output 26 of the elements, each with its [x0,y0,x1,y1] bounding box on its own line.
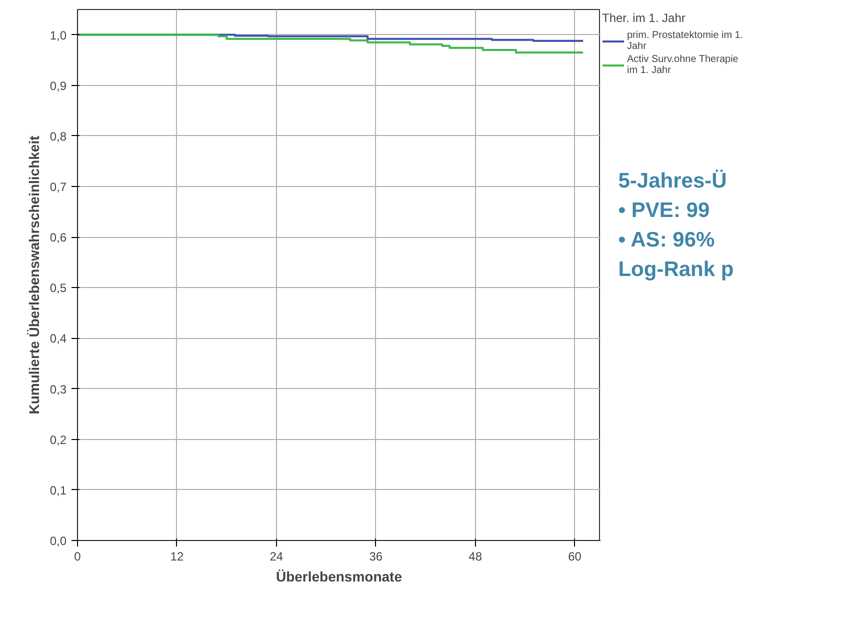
y-tick-label: 0,4 [50,332,67,346]
x-tick-label: 12 [170,550,184,564]
text: • PVE: 99 [618,198,710,222]
y-tick-label: 0,6 [50,230,67,245]
x-tick-label: 60 [568,550,582,564]
x-tick-label: 36 [369,550,383,564]
text: 5-Jahres-Ü [618,170,727,193]
legend-label: prim. Prostatektomie im 1. Jahr [627,30,744,52]
y-tick-label: 1,0 [50,28,67,42]
y-tick-label: 0,1 [50,483,67,498]
y-tick-label: 0,3 [50,382,67,396]
text: Log-Rank p [618,258,734,281]
y-tick-label: 0,7 [50,180,67,194]
y-axis-title: Kumulierte Überlebenswahrscheinlichkeit [26,135,42,414]
x-tick-label: 0 [74,550,82,564]
x-tick-label: 24 [270,550,284,564]
x-axis-title: Überlebensmonate [276,568,402,584]
x-tick-label: 48 [468,550,482,564]
y-tick-label: 0,5 [50,281,67,296]
y-tick-label: 0,2 [50,432,67,447]
y-tick-label: 0,8 [50,129,67,144]
y-tick-label: 0,9 [50,78,67,93]
legend-label: Activ Surv.ohne Therapie im 1. Jahr [627,54,738,76]
text: • AS: 96% [618,228,715,252]
legend-title: Ther. im 1. Jahr [602,11,686,25]
y-tick-label: 0,0 [50,534,67,548]
